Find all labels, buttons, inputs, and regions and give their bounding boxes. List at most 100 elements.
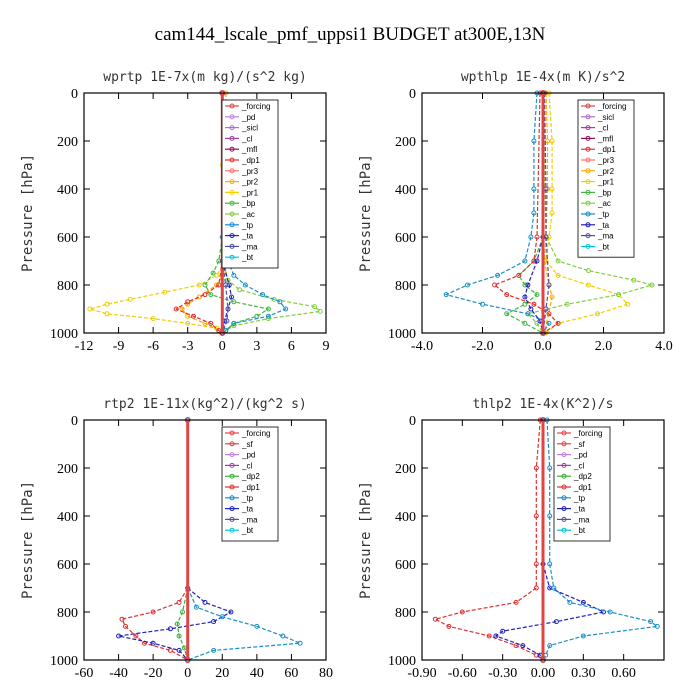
legend-label: _dp2: [241, 472, 260, 481]
legend-label: _sf: [241, 440, 253, 449]
series-line_pr2: [543, 92, 553, 334]
data-point_bp: [522, 320, 528, 326]
x-tick-label: -0.30: [488, 666, 517, 681]
data-point_tp: [531, 138, 537, 144]
x-tick-label: 0.30: [571, 666, 596, 681]
data-point_tp: [283, 306, 289, 312]
data-point_dp1: [208, 320, 214, 326]
legend-marker: [229, 495, 235, 501]
data-point_ta: [580, 599, 586, 605]
y-tick-label: 400: [57, 183, 78, 198]
legend-marker: [229, 516, 235, 522]
data-point_ma: [225, 306, 231, 312]
data-point_dp1: [504, 292, 510, 298]
y-tick-label: 200: [395, 135, 416, 150]
data-point_tp: [525, 311, 531, 317]
data-point_dp2: [174, 621, 180, 627]
data-point_dp1: [533, 561, 539, 567]
legend-label: _tp: [573, 494, 586, 503]
y-tick-label: 0: [71, 87, 78, 102]
series-line_tp: [187, 420, 301, 661]
legend-label: _forcing: [241, 429, 270, 438]
legend: _forcing _sicl _cl_mfl _dp1 _pr3 _pr2 _pr1_bp _…: [577, 99, 635, 258]
legend-marker: [229, 473, 235, 479]
data-point_ac: [555, 258, 561, 264]
legend-label: _dp1: [597, 145, 616, 154]
data-point_bp: [202, 282, 208, 288]
data-point_dp1: [486, 633, 492, 639]
data-point_tp: [547, 643, 553, 649]
legend-marker: [229, 452, 235, 458]
legend-label: _ac: [597, 199, 611, 208]
legend-label: _ta: [241, 505, 254, 514]
series-line_ac: [526, 92, 655, 334]
legend-marker: [229, 462, 235, 468]
legend-marker: [229, 441, 235, 447]
data-point_pr1: [625, 301, 631, 307]
legend-box: [577, 99, 635, 258]
data-point_ac: [317, 308, 323, 314]
legend-marker: [585, 200, 591, 206]
data-point_dp1: [446, 623, 452, 629]
legend-marker: [585, 233, 591, 239]
plot-frame: [421, 419, 665, 661]
series-line_tp: [444, 92, 550, 334]
series-line_dp1: [433, 419, 544, 661]
legend-marker: [229, 222, 235, 228]
x-tick-label: 80: [319, 666, 333, 681]
legend-label: _forcing: [573, 429, 602, 438]
panel-title: thlp2 1E-4x(K^2)/s: [473, 397, 614, 412]
plot-frame: [83, 419, 327, 661]
data-point_dp1: [123, 623, 128, 629]
legend-marker: [229, 157, 235, 163]
y-tick-label: 200: [57, 135, 78, 150]
x-tick-label: -60: [75, 666, 94, 681]
data-point_pr1: [595, 311, 600, 317]
data-point_ac: [271, 296, 277, 302]
data-point_pr1: [549, 138, 555, 144]
y-tick-label: 0: [409, 414, 416, 429]
x-tick-label: 6: [288, 339, 295, 354]
data-point_dp1: [513, 599, 519, 605]
legend-marker: [229, 233, 235, 239]
series-line_tp: [542, 419, 659, 661]
legend-label: _bt: [241, 526, 254, 535]
data-point_ac: [616, 292, 622, 298]
legend-label: _sicl: [241, 124, 258, 133]
data-point_dp2: [180, 609, 185, 615]
data-point_pr1: [585, 282, 591, 288]
legend-marker: [585, 103, 591, 109]
x-tick-label: 0: [219, 339, 226, 354]
x-tick-label: 20: [215, 666, 229, 681]
series-line_dp1: [174, 93, 223, 334]
legend-label: _bt: [597, 242, 610, 251]
legend-marker: [229, 135, 235, 141]
legend-label: _bp: [597, 188, 612, 197]
data-point_ta: [522, 294, 528, 300]
data-point_dp1: [119, 616, 125, 622]
legend-marker: [229, 125, 235, 131]
y-tick-label: 800: [395, 606, 416, 621]
data-point_ta: [500, 628, 506, 634]
legend-label: _mfl: [597, 134, 613, 143]
data-point_tp: [522, 258, 528, 264]
data-point_tp: [607, 609, 613, 615]
legend-marker: [229, 484, 235, 490]
data-point_ta: [228, 609, 234, 615]
data-point_dp1: [492, 282, 498, 288]
data-point_tp: [265, 313, 271, 319]
legend-label: _ma: [597, 232, 614, 241]
data-point_ta: [493, 633, 499, 639]
legend-marker: [561, 527, 567, 533]
data-point_dp1: [534, 234, 540, 240]
series-line_pr2: [181, 92, 229, 334]
y-tick-label: 400: [395, 510, 416, 525]
data-point_ta: [553, 619, 559, 625]
legend-marker: [561, 506, 567, 512]
data-point_tp: [277, 299, 283, 305]
legend-label: _cl: [241, 134, 252, 143]
x-tick-label: 3: [253, 339, 260, 354]
data-point_pr1: [104, 301, 110, 307]
legend-label: _tp: [241, 494, 254, 503]
legend-label: _cl: [573, 461, 584, 470]
